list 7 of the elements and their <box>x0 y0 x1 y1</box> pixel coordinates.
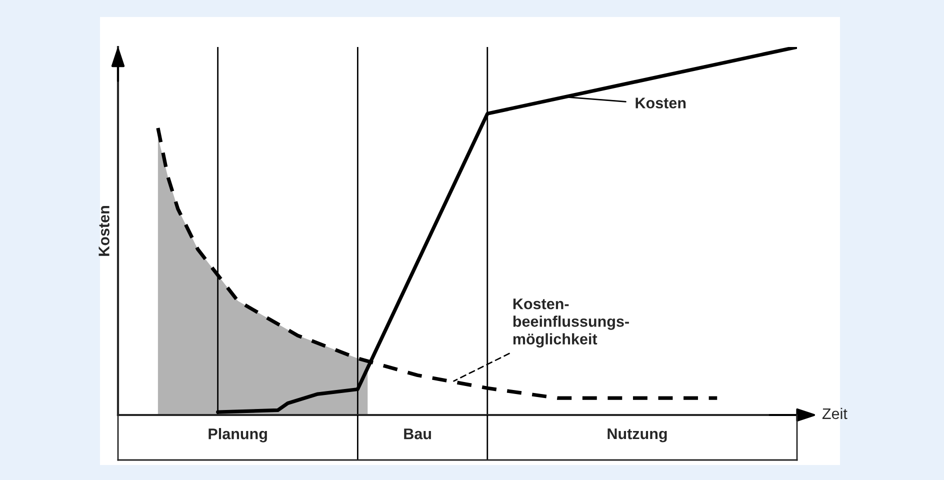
text: Kosten- beeinflussungs- möglichkeit <box>513 298 629 348</box>
legend-label: Kosten <box>636 98 686 108</box>
x-tick-label: Bau <box>404 428 431 440</box>
x-tick-label: Nutzung <box>608 428 667 442</box>
x-tick-label: Planung <box>208 428 267 442</box>
x-axis-title: Zeit <box>822 408 848 420</box>
y-axis-title: Kosten <box>98 206 110 256</box>
